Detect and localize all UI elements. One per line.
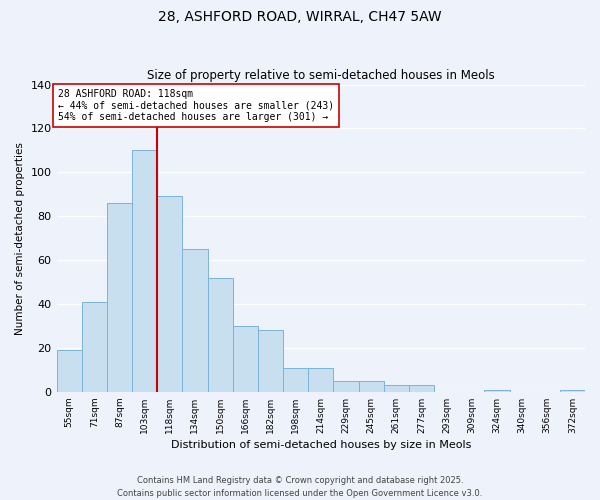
Bar <box>359 381 383 392</box>
Y-axis label: Number of semi-detached properties: Number of semi-detached properties <box>15 142 25 334</box>
Bar <box>383 385 409 392</box>
Bar <box>182 249 208 392</box>
Bar <box>132 150 157 392</box>
Title: Size of property relative to semi-detached houses in Meols: Size of property relative to semi-detach… <box>147 69 494 82</box>
Bar <box>560 390 585 392</box>
Bar <box>56 350 82 392</box>
Bar <box>283 368 308 392</box>
Text: 28 ASHFORD ROAD: 118sqm
← 44% of semi-detached houses are smaller (243)
54% of s: 28 ASHFORD ROAD: 118sqm ← 44% of semi-de… <box>58 89 334 122</box>
Bar <box>409 385 434 392</box>
Bar <box>107 203 132 392</box>
Text: 28, ASHFORD ROAD, WIRRAL, CH47 5AW: 28, ASHFORD ROAD, WIRRAL, CH47 5AW <box>158 10 442 24</box>
Bar <box>82 302 107 392</box>
Bar <box>484 390 509 392</box>
Bar <box>157 196 182 392</box>
X-axis label: Distribution of semi-detached houses by size in Meols: Distribution of semi-detached houses by … <box>170 440 471 450</box>
Text: Contains HM Land Registry data © Crown copyright and database right 2025.
Contai: Contains HM Land Registry data © Crown c… <box>118 476 482 498</box>
Bar <box>233 326 258 392</box>
Bar <box>208 278 233 392</box>
Bar <box>258 330 283 392</box>
Bar <box>308 368 334 392</box>
Bar <box>334 381 359 392</box>
